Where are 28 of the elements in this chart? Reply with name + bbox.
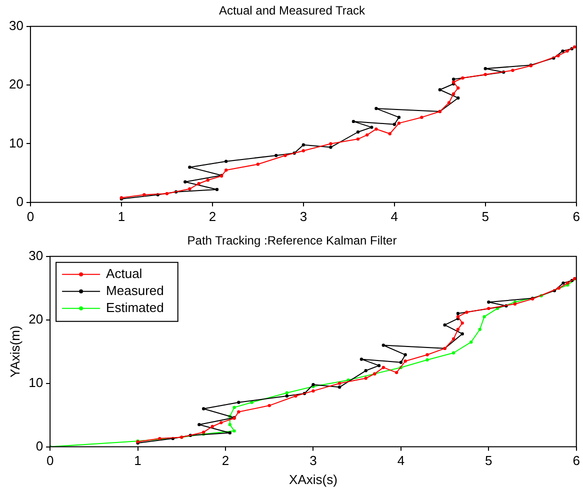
x-tick-label: 1 bbox=[118, 208, 126, 224]
y-tick-label: 10 bbox=[28, 374, 44, 390]
x-tick-label: 2 bbox=[208, 208, 216, 224]
y-tick-label: 30 bbox=[8, 18, 24, 33]
legend-label: Estimated bbox=[106, 300, 164, 315]
x-tick-label: 6 bbox=[572, 208, 580, 224]
x-tick-label: 2 bbox=[222, 453, 230, 468]
legend-label: Measured bbox=[106, 282, 164, 298]
chart-title: Actual and Measured Track bbox=[218, 4, 366, 18]
x-tick-label: 5 bbox=[482, 208, 490, 224]
x-tick-label: 3 bbox=[300, 208, 308, 224]
y-tick-label: 20 bbox=[28, 311, 44, 326]
y-axis-title: YAxis(m) bbox=[7, 326, 22, 378]
y-tick-label: 30 bbox=[28, 248, 44, 263]
y-tick-label: 10 bbox=[8, 135, 24, 150]
legend-label: Actual bbox=[106, 266, 142, 281]
x-tick-label: 4 bbox=[397, 453, 405, 468]
y-tick-label: 20 bbox=[8, 76, 24, 92]
x-tick-label: 6 bbox=[572, 453, 580, 468]
y-tick-label: 0 bbox=[36, 438, 44, 454]
x-tick-label: 5 bbox=[485, 453, 492, 468]
x-tick-label: 3 bbox=[310, 453, 317, 468]
chart-title: Path Tracking :Reference Kalman Filter bbox=[187, 234, 397, 248]
x-tick-label: 4 bbox=[390, 208, 398, 224]
x-tick-label: 1 bbox=[134, 453, 142, 468]
y-tick-label: 0 bbox=[16, 194, 24, 209]
x-axis-title: XAxis(s) bbox=[289, 472, 338, 487]
x-tick-label: 0 bbox=[46, 453, 54, 468]
